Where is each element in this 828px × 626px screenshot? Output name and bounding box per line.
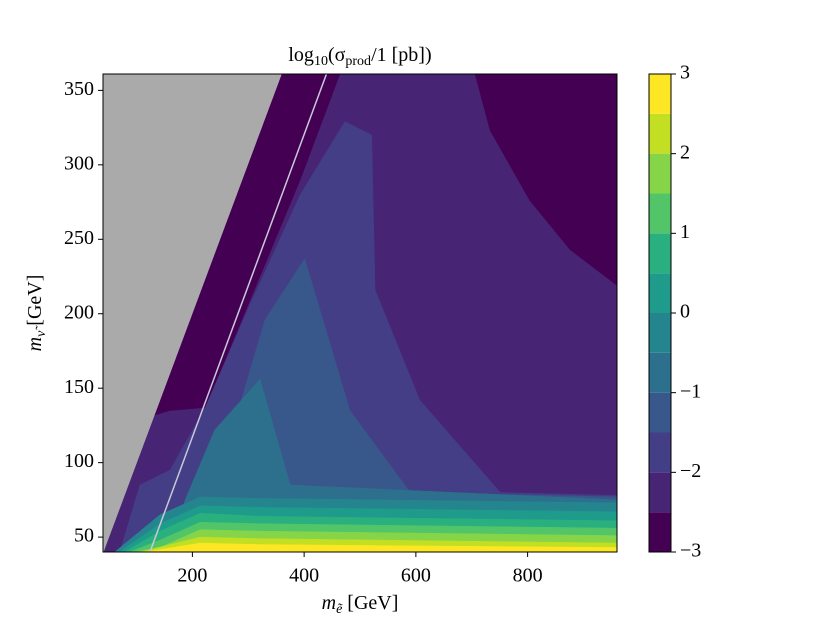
colorbar-band bbox=[649, 472, 671, 513]
plot-area bbox=[103, 74, 617, 552]
y-tick-label: 50 bbox=[74, 525, 94, 547]
title-part: prod bbox=[345, 54, 371, 69]
colorbar-band bbox=[649, 392, 671, 433]
contour-region bbox=[154, 74, 341, 416]
y-tick-label: 150 bbox=[64, 376, 94, 398]
colorbar-tick-label: −1 bbox=[680, 380, 701, 402]
colorbar-tick-label: 3 bbox=[680, 62, 690, 84]
x-tick-label: 600 bbox=[401, 565, 431, 587]
ylabel-part: [GeV] bbox=[24, 275, 46, 331]
x-tick-label: 200 bbox=[177, 565, 207, 587]
y-axis-label: mν̃ [GeV] bbox=[24, 275, 50, 352]
y-tick-label: 100 bbox=[64, 450, 94, 472]
y-tick-label: 250 bbox=[64, 227, 94, 249]
kinematic-line bbox=[149, 74, 328, 552]
colorbar-tick-label: 0 bbox=[680, 301, 690, 323]
colorbar-band bbox=[649, 512, 671, 552]
colorbar-tick-label: 2 bbox=[680, 141, 690, 163]
ylabel-part: m bbox=[24, 337, 46, 351]
colorbar-band bbox=[649, 74, 671, 114]
y-tick-label: 350 bbox=[64, 78, 94, 100]
y-tick-label: 300 bbox=[64, 152, 94, 174]
colorbar-tick-label: 1 bbox=[680, 221, 690, 243]
x-tick-label: 400 bbox=[289, 565, 319, 587]
x-tick-label: 800 bbox=[513, 565, 543, 587]
contour-region bbox=[179, 258, 617, 552]
contour-region bbox=[144, 542, 617, 552]
plot-frame bbox=[102, 73, 618, 553]
chart-title: log10(σprod/1 [pb]) bbox=[288, 44, 431, 70]
colorbar-band bbox=[649, 153, 671, 194]
colorbar-band bbox=[649, 233, 671, 274]
colorbar-band bbox=[649, 432, 671, 473]
xlabel-part: ẽ bbox=[336, 602, 343, 617]
colorbar-band bbox=[649, 193, 671, 234]
colorbar-band bbox=[649, 352, 671, 393]
colorbar-band bbox=[649, 113, 671, 154]
title-part: (σ bbox=[328, 44, 346, 66]
xlabel-part: [GeV] bbox=[342, 592, 398, 614]
title-part: 10 bbox=[314, 54, 328, 69]
colorbar-tick-label: −3 bbox=[680, 540, 701, 562]
x-axis-label: mẽ [GeV] bbox=[322, 592, 399, 618]
xlabel-part: m bbox=[322, 592, 336, 614]
colorbar-band bbox=[649, 273, 671, 313]
title-part: log bbox=[288, 44, 314, 66]
title-part: /1 [pb]) bbox=[371, 44, 432, 66]
excluded-region bbox=[103, 74, 282, 552]
contour-region bbox=[474, 74, 617, 286]
colorbar-tick-label: −2 bbox=[680, 460, 701, 482]
colorbar-band bbox=[649, 313, 671, 353]
y-tick-label: 200 bbox=[64, 301, 94, 323]
